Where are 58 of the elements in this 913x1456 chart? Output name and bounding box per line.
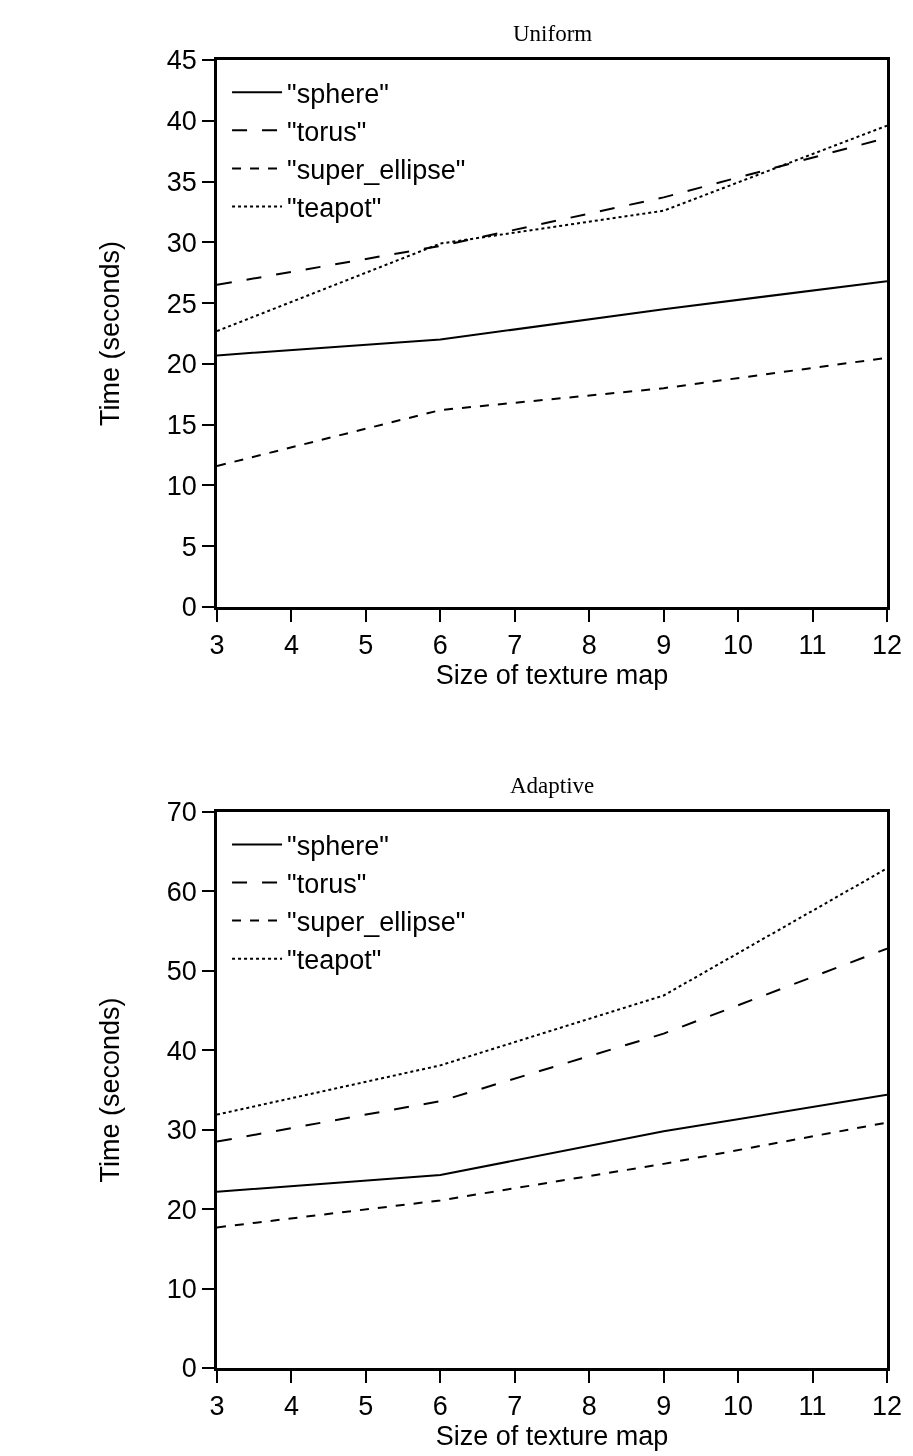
x-tick-label: 12 (871, 630, 903, 661)
y-tick-label: 0 (181, 1353, 197, 1384)
y-tick-label: 40 (166, 106, 197, 137)
y-tick-label: 60 (166, 876, 197, 907)
y-tick-label: 0 (181, 592, 197, 623)
x-tick-label: 12 (871, 1391, 903, 1422)
y-tick-label: 70 (166, 797, 197, 828)
x-tick-label: 8 (581, 630, 597, 661)
line-series (217, 280, 887, 357)
y-tick-label: 5 (181, 531, 197, 562)
y-tick-label: 10 (166, 470, 197, 501)
x-tick-label: 10 (723, 630, 754, 661)
chart-title: Uniform (513, 21, 593, 46)
legend-label: "torus" (287, 116, 367, 147)
legend-label: "torus" (287, 869, 367, 900)
y-tick-label: 25 (166, 288, 197, 319)
y-tick-label: 10 (166, 1274, 197, 1305)
legend-label: "super_ellipse" (287, 907, 466, 938)
x-tick-label: 9 (656, 1391, 672, 1422)
legend-label: "sphere" (287, 78, 389, 109)
x-tick-label: 10 (723, 1391, 754, 1422)
legend-label: "super_ellipse" (287, 154, 466, 185)
x-axis-title: Size of texture map (435, 1421, 669, 1452)
x-tick-label: 8 (581, 1391, 597, 1422)
y-axis-title: Time (seconds) (94, 240, 125, 427)
x-tick-label: 3 (209, 630, 225, 661)
x-tick-label: 11 (798, 1391, 827, 1422)
x-tick-label: 3 (209, 1391, 225, 1422)
x-axis-title: Size of texture map (435, 660, 669, 691)
x-tick-label: 6 (432, 1391, 448, 1422)
line-series (217, 867, 887, 1116)
y-tick-label: 20 (166, 1194, 197, 1225)
y-axis-title: Time (seconds) (94, 997, 125, 1183)
x-tick-label: 7 (507, 630, 523, 661)
y-tick-label: 30 (166, 227, 197, 258)
x-tick-label: 7 (507, 1391, 523, 1422)
x-tick-label: 5 (358, 1391, 374, 1422)
x-tick-label: 4 (283, 1391, 299, 1422)
legend-label: "teapot" (287, 193, 382, 224)
x-tick-label: 9 (656, 630, 672, 661)
x-tick-label: 5 (358, 630, 374, 661)
line-series (217, 1121, 887, 1229)
y-tick-label: 45 (166, 45, 197, 76)
legend-label: "teapot" (287, 945, 382, 976)
x-tick-label: 6 (432, 630, 448, 661)
legend-label: "sphere" (287, 830, 389, 861)
line-series (217, 124, 887, 333)
chart-title: Adaptive (510, 773, 595, 798)
y-tick-label: 50 (166, 956, 197, 987)
y-tick-label: 40 (166, 1035, 197, 1066)
line-series (217, 1093, 887, 1193)
line-series (217, 947, 887, 1143)
y-tick-label: 35 (166, 167, 197, 198)
y-tick-label: 20 (166, 349, 197, 380)
y-tick-label: 15 (166, 410, 197, 441)
x-tick-label: 11 (798, 630, 827, 661)
y-tick-label: 30 (166, 1115, 197, 1146)
x-tick-label: 4 (283, 630, 299, 661)
